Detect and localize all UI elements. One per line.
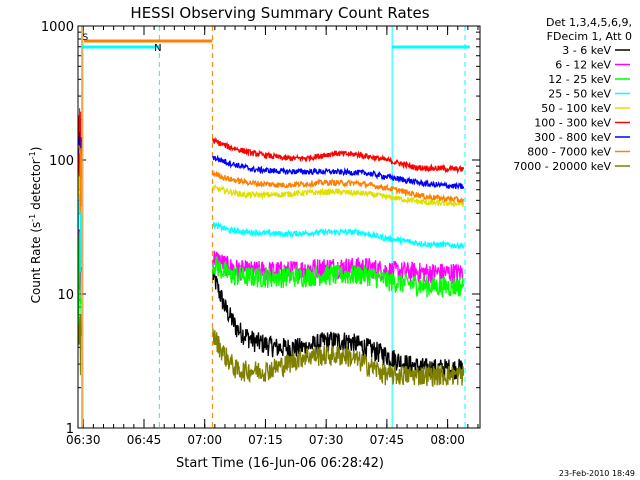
legend-header-line-2: FDecim 1, Att 0	[547, 30, 632, 43]
y-axis-label-sup-1: -1	[28, 214, 37, 222]
x-tick-label: 06:45	[127, 433, 162, 447]
series-line-5	[212, 183, 465, 208]
x-tick-label: 07:00	[187, 433, 222, 447]
y-axis-label: Count Rate (s-1 detector-1)	[28, 147, 43, 304]
y-tick-label: 1000	[41, 20, 74, 35]
y-tick-label: 100	[49, 154, 74, 169]
series-line-9	[212, 328, 465, 388]
y-axis-label-sup-2: -1	[28, 151, 37, 159]
legend-label: 50 - 100 keV	[541, 102, 611, 115]
x-axis-label: Start Time (16-Jun-06 06:28:42)	[176, 456, 384, 471]
plot-layer: 1 10 100 1000 06:30 06:45 07:00 07:15 07:30 07:45…	[41, 20, 630, 447]
y-axis-label-mid: detector	[29, 159, 43, 214]
series-burst-8	[77, 144, 82, 213]
x-tick-label: 08:00	[430, 433, 465, 447]
legend-label: 6 - 12 keV	[555, 59, 611, 72]
series-line-3	[212, 256, 465, 298]
plot-frame	[77, 25, 481, 429]
x-tick-label: 06:30	[66, 433, 101, 447]
series-burst-9	[77, 314, 82, 376]
y-tick-label: 1	[66, 422, 74, 437]
series-line-6	[212, 136, 465, 175]
legend-header-line-1: Det 1,3,4,5,6,9,	[546, 16, 632, 29]
y-axis-label-end: )	[29, 147, 43, 152]
legend-label: 3 - 6 keV	[562, 44, 611, 57]
chart-title: HESSI Observing Summary Count Rates	[130, 4, 429, 22]
legend-label: 7000 - 20000 keV	[513, 160, 611, 173]
series-line-8	[212, 170, 465, 204]
series-line-2	[212, 250, 464, 284]
series-line-4	[212, 221, 465, 250]
timestamp: 23-Feb-2010 18:49	[559, 469, 635, 478]
legend-label: 12 - 25 keV	[548, 73, 611, 86]
legend-label: 25 - 50 keV	[548, 88, 611, 101]
flag-label-n: N	[154, 43, 161, 54]
series-line-7	[212, 154, 465, 191]
series-burst-4	[77, 193, 82, 273]
flag-label-s: S	[82, 33, 88, 43]
y-tick-label: 10	[57, 288, 74, 303]
y-axis-label-main: Count Rate (s	[29, 222, 43, 304]
series-burst-3	[77, 231, 82, 330]
legend-label: 300 - 800 keV	[534, 131, 611, 144]
x-tick-label: 07:45	[370, 433, 405, 447]
x-tick-label: 07:30	[309, 433, 344, 447]
x-tick-label: 07:15	[248, 433, 283, 447]
legend-label: 100 - 300 keV	[534, 117, 611, 130]
legend-label: 800 - 7000 keV	[527, 146, 611, 159]
